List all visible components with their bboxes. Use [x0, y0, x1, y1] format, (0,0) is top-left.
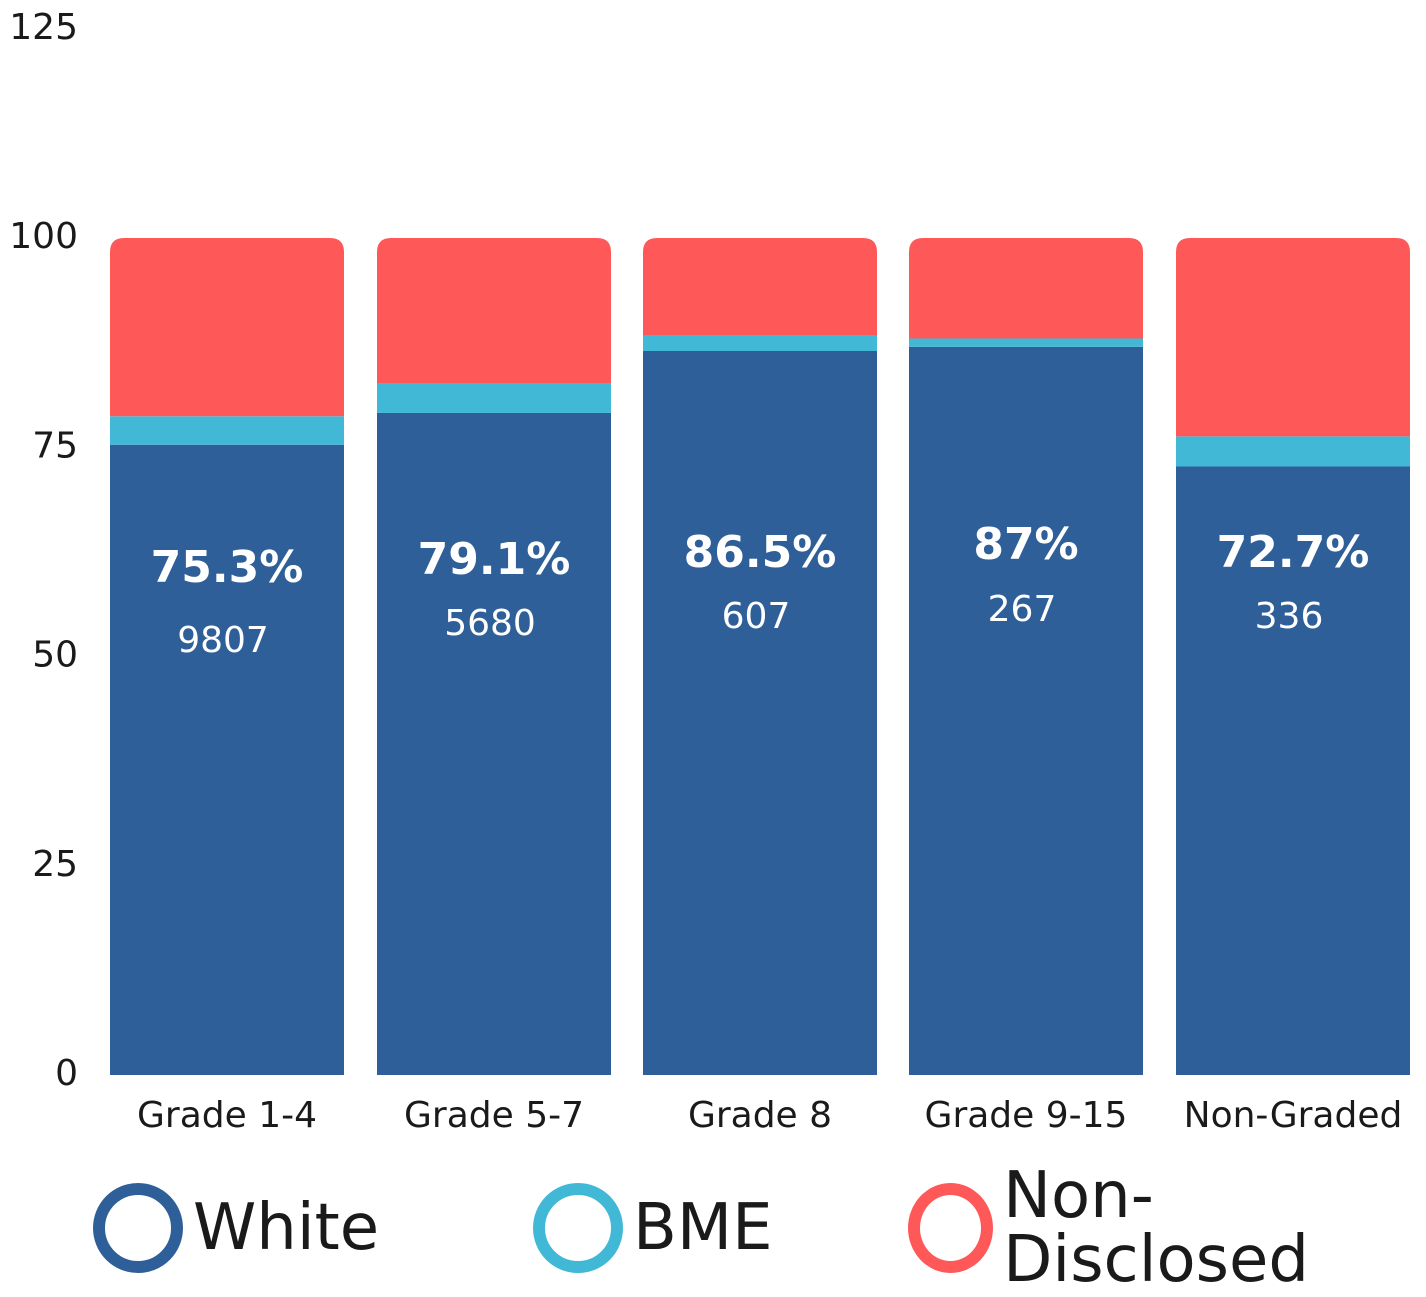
legend-item-white[interactable]: White [93, 1180, 379, 1276]
legend-marker-white [93, 1183, 183, 1273]
bar-grade-8-white [643, 350, 877, 1075]
x-tick-label: Grade 8 [688, 1095, 832, 1136]
bar-grade-9-15-bme [909, 338, 1143, 347]
data-label-count: 5680 [444, 603, 536, 644]
bar-grade-9-15-white [909, 346, 1143, 1075]
legend-label-bme: BME [633, 1191, 773, 1265]
bar-grade-8-non-disclosed [643, 238, 877, 336]
data-label-percent: 79.1% [418, 534, 571, 585]
data-label-percent: 86.5% [684, 527, 837, 578]
x-tick-label: Grade 1-4 [137, 1095, 317, 1136]
legend-label-white: White [193, 1191, 380, 1265]
x-tick-label: Non-Graded [1184, 1095, 1403, 1136]
y-tick-label: 75 [32, 425, 78, 466]
y-tick-label: 125 [9, 7, 78, 48]
y-axis: 0 25 50 75 100 125 [9, 7, 78, 1094]
bar-non-graded-non-disclosed [1176, 238, 1410, 437]
data-label-percent: 75.3% [151, 542, 304, 593]
bars [110, 238, 1410, 1076]
legend-marker-bme [533, 1183, 623, 1273]
data-labels: 75.3% 9807 79.1% 5680 86.5% 607 87% 267 72.7% 336 [151, 519, 1370, 661]
bar-grade-9-15-non-disclosed [909, 238, 1143, 339]
data-label-count: 267 [988, 589, 1057, 630]
bar-grade-5-7-bme [377, 383, 611, 413]
data-label-count: 336 [1255, 596, 1324, 637]
bar-grade-1-4-bme [110, 416, 344, 445]
data-label-count: 9807 [177, 620, 269, 661]
legend: White BME Non-Disclosed [0, 1164, 1426, 1292]
bar-grade-5-7-white [377, 412, 611, 1076]
legend-item-non-disclosed[interactable]: Non-Disclosed [908, 1164, 1426, 1292]
x-tick-label: Grade 9-15 [925, 1095, 1128, 1136]
bar-grade-1-4-non-disclosed [110, 238, 344, 417]
y-tick-label: 25 [32, 844, 78, 885]
bar-grade-8-bme [643, 335, 877, 351]
y-tick-label: 0 [55, 1053, 78, 1094]
bar-non-graded-white [1176, 466, 1410, 1076]
x-axis: Grade 1-4 Grade 5-7 Grade 8 Grade 9-15 Non-G… [137, 1095, 1402, 1136]
x-tick-label: Grade 5-7 [404, 1095, 584, 1136]
y-tick-label: 100 [9, 216, 78, 257]
bar-non-graded-bme [1176, 436, 1410, 467]
legend-label-non-disclosed: Non-Disclosed [1003, 1159, 1309, 1297]
data-label-percent: 72.7% [1217, 527, 1370, 578]
bar-grade-5-7-non-disclosed [377, 238, 611, 384]
y-tick-label: 50 [32, 635, 78, 676]
data-label-count: 607 [722, 596, 791, 637]
data-label-percent: 87% [973, 519, 1078, 570]
bar-grade-1-4-white [110, 444, 344, 1075]
legend-marker-non-disclosed [908, 1183, 994, 1273]
legend-item-bme[interactable]: BME [533, 1180, 773, 1276]
